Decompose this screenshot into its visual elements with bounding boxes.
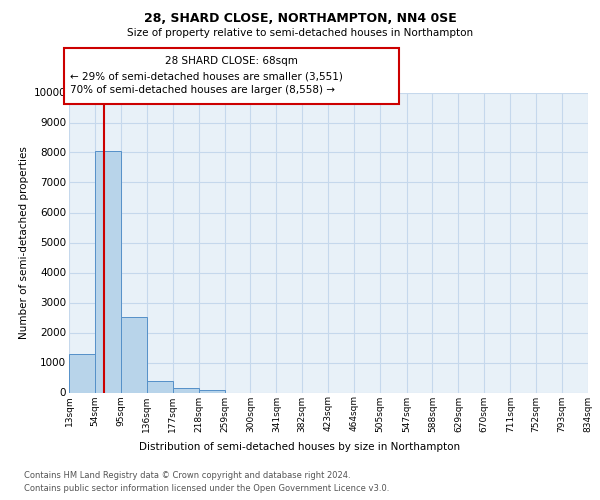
Text: 28, SHARD CLOSE, NORTHAMPTON, NN4 0SE: 28, SHARD CLOSE, NORTHAMPTON, NN4 0SE <box>143 12 457 26</box>
Text: ← 29% of semi-detached houses are smaller (3,551): ← 29% of semi-detached houses are smalle… <box>70 72 343 82</box>
Text: Distribution of semi-detached houses by size in Northampton: Distribution of semi-detached houses by … <box>139 442 461 452</box>
Text: Contains HM Land Registry data © Crown copyright and database right 2024.: Contains HM Land Registry data © Crown c… <box>24 471 350 480</box>
Text: 28 SHARD CLOSE: 68sqm: 28 SHARD CLOSE: 68sqm <box>165 56 298 66</box>
Y-axis label: Number of semi-detached properties: Number of semi-detached properties <box>19 146 29 339</box>
Text: Contains public sector information licensed under the Open Government Licence v3: Contains public sector information licen… <box>24 484 389 493</box>
Text: Size of property relative to semi-detached houses in Northampton: Size of property relative to semi-detach… <box>127 28 473 38</box>
Bar <box>173 388 199 392</box>
Bar <box>147 381 173 392</box>
Text: 70% of semi-detached houses are larger (8,558) →: 70% of semi-detached houses are larger (… <box>70 86 335 96</box>
Bar <box>69 354 95 393</box>
Bar <box>199 390 224 392</box>
Bar <box>121 317 147 392</box>
Bar <box>95 151 121 392</box>
